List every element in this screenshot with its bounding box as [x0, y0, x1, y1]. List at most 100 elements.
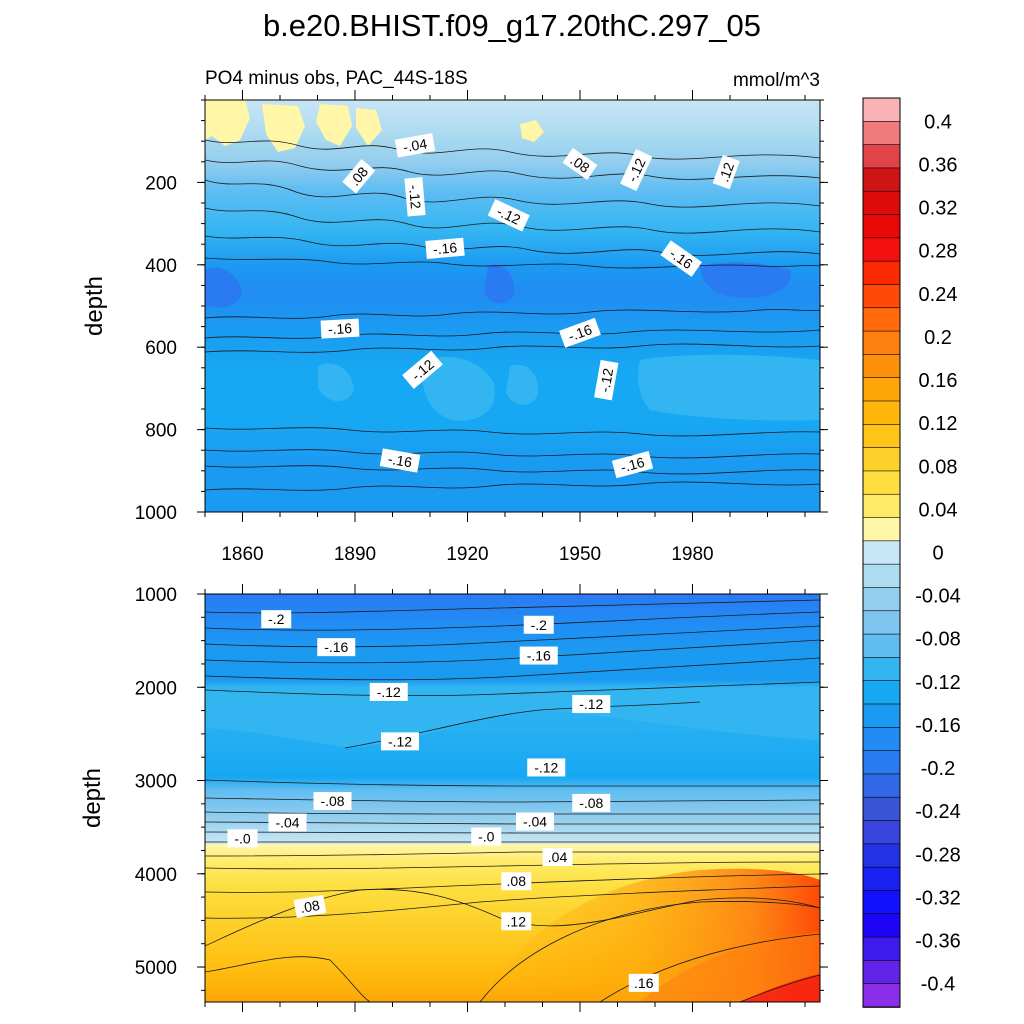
lower-contour-label-text: -.04 [523, 814, 547, 830]
upper-contour-label-text: -.16 [432, 239, 458, 257]
colorbar-swatch [862, 563, 901, 589]
upper-contour-label-box [559, 317, 601, 348]
colorbar-label: -0.36 [915, 931, 961, 953]
lower-y-tick-label: 3000 [135, 772, 177, 793]
lower-contour-label: -.2 [261, 610, 292, 629]
lower-contour-label-box [293, 894, 327, 918]
colorbar-label: -0.2 [921, 758, 955, 780]
upper-contour-label: -.16 [379, 448, 421, 473]
colorbar-swatch [862, 377, 901, 402]
upper-contour-label-text: -.04 [402, 135, 429, 155]
lower-contour-label-text: -.16 [324, 639, 348, 655]
colorbar-label: -0.16 [915, 715, 961, 737]
upper-contour-label-text: -.16 [328, 320, 353, 337]
colorbar-label: -0.04 [915, 586, 961, 608]
lower-contour-label: -.16 [317, 638, 356, 657]
upper-contour-label-box [379, 448, 421, 473]
lower-contour-label: -.2 [523, 615, 554, 634]
lower-contour-label: -.0 [471, 827, 502, 846]
lower-contour-label-text: -.0 [478, 828, 495, 844]
colorbar-label: -0.24 [915, 801, 961, 823]
upper-contour-label: -.12 [594, 359, 619, 401]
upper-y-axis: 200 400 600 800 1000 [135, 99, 828, 524]
lower-contour-label-box [381, 732, 419, 751]
upper-contour-label: -.12 [404, 177, 426, 217]
lower-contour-label-box [227, 829, 258, 848]
upper-contour-label-box [562, 147, 598, 180]
upper-light-patch [318, 363, 354, 402]
colorbar-swatch [862, 540, 901, 565]
upper-contour-label-box [712, 154, 740, 190]
lower-contour-label-text: -.16 [527, 648, 551, 664]
left-subtitle: PO4 minus obs, PAC_44S-18S [205, 68, 468, 89]
colorbar-swatch [862, 703, 901, 729]
lower-y-axis: 1000 2000 3000 4000 5000 [135, 585, 828, 991]
lower-contour-label-box [268, 813, 307, 832]
upper-positive-patch [316, 104, 352, 146]
colorbar-swatch [862, 330, 901, 356]
lower-y-axis-label: depth [79, 768, 106, 828]
colorbar-label: 0.04 [919, 499, 958, 521]
upper-contour-label-box [487, 199, 530, 232]
upper-core-patch [700, 262, 791, 298]
colorbar-swatch [862, 820, 901, 845]
upper-y-axis-label: depth [81, 276, 108, 336]
lower-contour-label-box [519, 646, 558, 665]
lower-x-axis [204, 584, 806, 1012]
upper-contour-field [205, 100, 820, 512]
colorbar-swatch [862, 284, 901, 309]
upper-contour-label-box [660, 240, 702, 277]
colorbar-swatch [862, 400, 901, 426]
colorbar: 0.4 0.36 0.32 0.28 0.24 0.2 0.16 0.12 0.08 0.04 0 -… [862, 97, 961, 1008]
colorbar-label: 0.4 [924, 111, 952, 133]
colorbar-swatch [862, 680, 901, 705]
colorbar-swatch [862, 936, 901, 962]
upper-positive-patch [205, 100, 250, 146]
lower-y-tick-label: 1000 [135, 585, 177, 606]
lower-contour-label-box [542, 847, 573, 866]
colorbar-swatch [862, 610, 901, 635]
upper-contour-label-box [342, 158, 376, 194]
colorbar-label: -0.32 [915, 887, 961, 909]
lower-contour-label-text: .12 [507, 913, 527, 929]
lower-y-tick-label: 4000 [135, 865, 177, 886]
colorbar-frame [862, 97, 901, 1008]
upper-contour-label-box [425, 237, 465, 259]
lower-contour-label-box [501, 872, 532, 891]
colorbar-swatch [862, 354, 901, 379]
colorbar-swatch [862, 843, 901, 868]
upper-x-tick-label: 1890 [334, 544, 376, 565]
upper-contour-label-box [594, 359, 619, 401]
lower-plot-frame [204, 593, 821, 1003]
upper-light-patch [506, 364, 539, 406]
upper-x-tick-label: 1980 [671, 544, 713, 565]
colorbar-label: -0.4 [921, 974, 955, 996]
colorbar-label: 0 [932, 543, 943, 565]
lower-contour-label-box [313, 792, 352, 811]
colorbar-swatch [862, 470, 901, 496]
colorbar-swatch [862, 214, 901, 239]
upper-contour-label-box [620, 149, 653, 192]
colorbar-swatch [862, 657, 901, 682]
upper-positive-patch [520, 120, 544, 142]
lower-contour-label: -.12 [572, 695, 611, 714]
lower-max-region [740, 974, 820, 1002]
lower-contour-labels: -.2 -.2 -.16 -.16 -.12 -.12 -.12 -.12 -.08 -.08 -.… [227, 610, 659, 992]
colorbar-swatch [862, 890, 901, 915]
lower-contour-label: .08 [293, 894, 327, 918]
colorbar-swatch [862, 424, 901, 449]
lower-contour-label: -.0 [227, 829, 258, 848]
colorbar-swatch [862, 97, 901, 123]
lower-contour-label-text: -.04 [275, 814, 299, 830]
colorbar-swatch [862, 587, 901, 612]
lower-contour-label: -.08 [313, 792, 352, 811]
upper-contour-label-text: -.16 [387, 451, 414, 471]
lower-contour-label: -.04 [516, 812, 554, 831]
upper-contour-label-text: -.16 [566, 321, 594, 344]
upper-contour-label-box [394, 133, 436, 158]
lower-contour-label-text: -.2 [268, 611, 285, 627]
lower-contour-label-box [572, 793, 611, 812]
upper-contour-label-text: -.16 [619, 454, 647, 476]
colorbar-swatch [862, 727, 901, 752]
